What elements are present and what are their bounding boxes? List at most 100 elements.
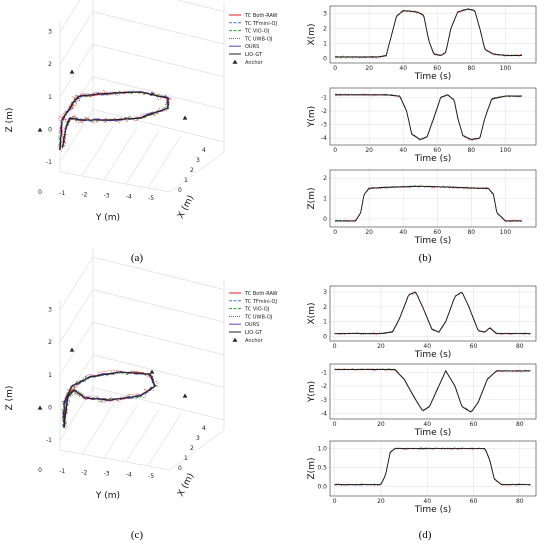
z-tick-label: 3 (48, 29, 52, 36)
y-tick-label: -2 (81, 469, 87, 476)
y-axis-label: Y (m) (95, 213, 120, 223)
box-grid (176, 0, 225, 12)
x-tick-label: 60 (433, 65, 441, 72)
x-tick-label: 20 (365, 229, 373, 236)
plot-frame (329, 285, 537, 342)
legend-item: LIO-GT (229, 52, 263, 58)
box-floor (59, 171, 171, 193)
trajectory-tc-tfmini-oj (62, 370, 156, 428)
y-tick-label: 0 (323, 334, 327, 341)
legend-label: TC Both-RAW (244, 13, 278, 19)
y-axis-label: X(m) (307, 24, 317, 46)
box-grid (92, 322, 225, 356)
series-line-tc-tfmini-oj (334, 447, 531, 486)
trajectory-lio-gt (59, 91, 169, 151)
x-tick-label: 2 (190, 445, 194, 452)
series-line-tc-tfmini-oj (334, 291, 531, 335)
x-axis-label: Time (s) (414, 428, 452, 438)
trajectory-tc-uwb-oj (61, 369, 158, 429)
y-axis-label: Y(m) (307, 381, 317, 403)
y-tick-label: -4 (126, 194, 132, 201)
box-grid (59, 44, 94, 97)
x-tick-label: 20 (377, 498, 385, 505)
x-tick-label: 40 (423, 498, 431, 505)
x-tick-label: 3 (196, 435, 200, 442)
x-tick-label: 40 (399, 229, 407, 236)
legend-marker (232, 337, 238, 342)
box-grid (147, 135, 182, 189)
plot-frame (329, 5, 537, 64)
series-line-tc-uwb-oj (334, 8, 523, 59)
box-grid (59, 289, 94, 343)
series-line-lio-gt (335, 185, 522, 222)
series-line-ours (334, 291, 531, 335)
series-line-tc-both-raw (334, 447, 531, 486)
x-tick-label: 20 (365, 65, 373, 72)
y-tick-label: -1 (59, 468, 65, 475)
series-line-tc-tfmini-oj (335, 185, 522, 222)
anchor-marker (69, 347, 75, 352)
legend-marker (232, 59, 238, 64)
x-tick-label: 60 (470, 498, 478, 505)
y-tick-label: -1 (321, 95, 327, 102)
x-tick-label: 100 (500, 229, 512, 236)
box-grid (59, 322, 94, 375)
x-tick-label: 100 (500, 147, 512, 154)
x-axis-label: Time (s) (414, 505, 452, 515)
box-floor (169, 151, 225, 193)
x-tick-label: 20 (365, 147, 373, 154)
series-line-ours (335, 8, 523, 58)
y-tick-label: -2 (321, 108, 327, 115)
legend-label: LIO-GT (245, 330, 263, 336)
series-line-lio-gt (334, 291, 531, 335)
box-grid (92, 109, 225, 143)
y-tick-label: 1 (323, 196, 327, 203)
anchor-marker (37, 127, 43, 132)
series-line-tc-vio-oj (335, 7, 523, 58)
legend-label: OURS (245, 322, 259, 328)
plot-frame (329, 87, 537, 146)
legend-label: TC UWB-OJ (244, 314, 272, 320)
y-tick-label: 2 (323, 304, 327, 311)
series-line-ours (334, 368, 531, 412)
y-tick-label: 0.5 (317, 465, 327, 472)
x-tick-label: 80 (467, 65, 475, 72)
subplot-ym: -1 -2 -3 -4 0 20 40 60 80 Y(m) Time (s) (307, 363, 537, 438)
x-tick-label: 80 (467, 229, 475, 236)
caption-a: (a) (131, 252, 144, 264)
x-tick-label: 60 (433, 147, 441, 154)
series-line-tc-both-raw (334, 291, 531, 335)
series-line-tc-tfmini-oj (334, 368, 531, 413)
legend-label: OURS (245, 44, 259, 50)
y-tick-label: 0 (38, 189, 42, 196)
z-tick-label: 2 (48, 339, 52, 346)
caption-d: (d) (419, 529, 432, 541)
box-grid (59, 256, 94, 310)
x-tick-label: 0 (333, 421, 337, 428)
x-tick-label: 1 (184, 177, 188, 184)
y-tick-label: -5 (148, 473, 154, 480)
box-grid (92, 76, 225, 110)
x-tick-label: 80 (516, 343, 524, 350)
y-tick-label: -1 (321, 369, 327, 376)
legend-item: Anchor (232, 59, 264, 66)
box-grid (59, 109, 94, 163)
y-tick-label: -2 (81, 191, 87, 198)
plot-frame (329, 440, 537, 497)
y-axis-label: X(m) (307, 303, 317, 325)
subplot-zm: 0.0 0.5 1.0 0 20 40 60 80 Z(m) Time (s) (307, 440, 537, 515)
x-tick-label: 0 (333, 147, 337, 154)
y-tick-label: 1 (323, 319, 327, 326)
x-tick-label: 3 (196, 157, 200, 164)
x-tick-label: 80 (516, 421, 524, 428)
legend-label: TC TFmini-OJ (244, 299, 277, 305)
series-line-tc-uwb-oj (334, 447, 531, 487)
x-tick-label: 0 (333, 343, 337, 350)
y-tick-label: -3 (321, 122, 327, 129)
z-tick-label: 0 (48, 404, 52, 411)
x-tick-label: 40 (399, 65, 407, 72)
y-tick-label: -4 (321, 411, 327, 418)
x-axis-label: Time (s) (414, 236, 452, 246)
